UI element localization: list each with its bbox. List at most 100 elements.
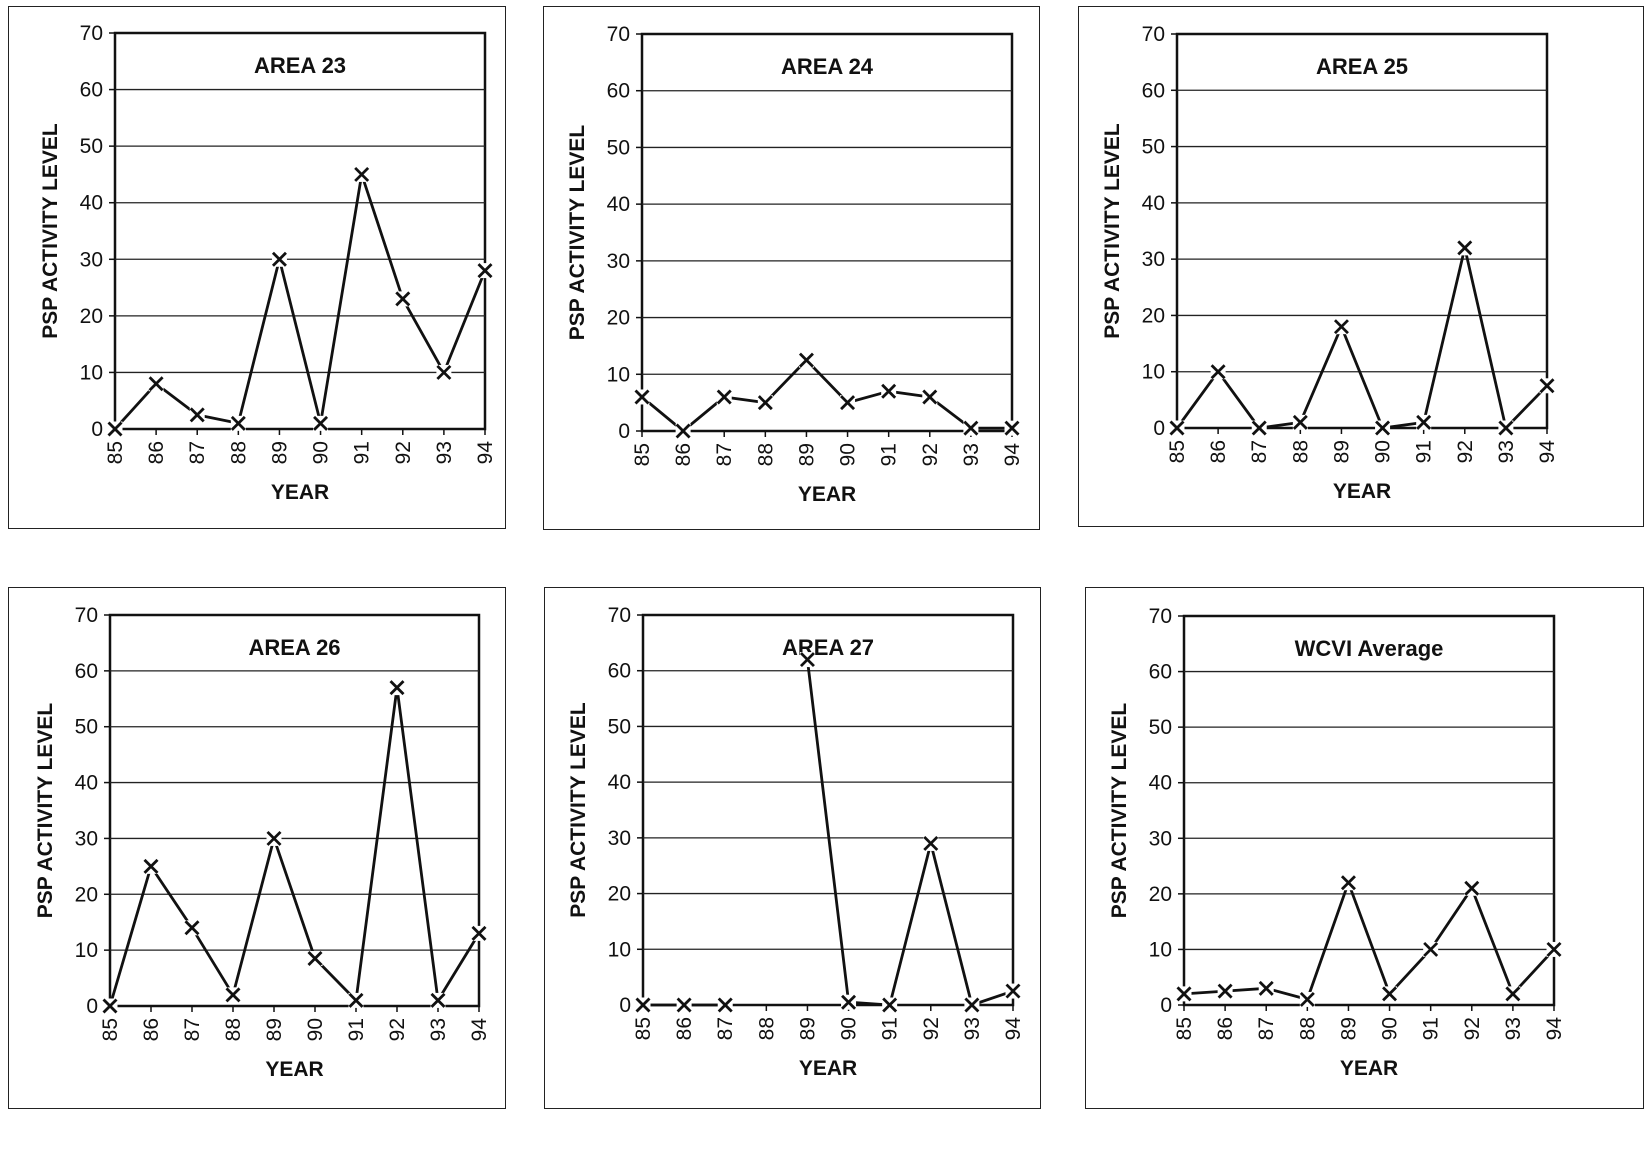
x-tick-label: 91 xyxy=(351,441,374,464)
x-tick-label: 94 xyxy=(474,441,497,465)
y-axis-title: PSP ACTIVITY LEVEL xyxy=(1101,123,1124,339)
x-tick-label: 91 xyxy=(1413,440,1436,463)
x-tick-label: 87 xyxy=(186,441,209,464)
chart-svg-2: 0 10 20 30 40 50 60 70 85 86 87 88 89 90 91 92 93 94 YEAR P… xyxy=(566,23,1024,506)
data-point-x-marker xyxy=(840,395,856,411)
data-point-x-marker xyxy=(189,407,205,423)
y-tick-label: 50 xyxy=(608,715,631,738)
plot-frame xyxy=(1175,32,1549,430)
x-tick-label: 87 xyxy=(714,1017,737,1040)
y-axis-title: PSP ACTIVITY LEVEL xyxy=(566,125,589,341)
y-tick-label: 0 xyxy=(618,420,630,443)
data-point-x-marker xyxy=(635,997,651,1013)
x-tick-label: 94 xyxy=(1543,1017,1566,1041)
data-point-x-marker xyxy=(1340,875,1356,891)
x-tick-label: 85 xyxy=(1166,440,1189,463)
x-tick-label: 92 xyxy=(920,1017,943,1040)
chart-panel-3: 0 10 20 30 40 50 60 70 85 86 87 88 89 90 91 92 93 94 YEAR P… xyxy=(1078,6,1644,527)
y-tick-label: 30 xyxy=(607,250,630,273)
series-line xyxy=(1183,881,1556,1001)
x-tick-label: 86 xyxy=(145,441,168,464)
x-tick-label: 87 xyxy=(713,443,736,466)
x-tick-label: 89 xyxy=(1337,1017,1360,1040)
chart-svg-5: 0 10 20 30 40 50 60 70 85 86 87 88 89 90 91 92 93 94 YEAR P… xyxy=(567,604,1025,1080)
chart-panel-1: 0 10 20 30 40 50 60 70 85 86 87 88 89 90 91 92 93 94 YEAR P… xyxy=(8,6,506,529)
data-point-x-marker xyxy=(841,994,857,1010)
x-tick-label: 94 xyxy=(468,1018,491,1042)
x-tick-label: 85 xyxy=(1173,1017,1196,1040)
data-point-x-marker xyxy=(1005,983,1021,999)
x-tick-label: 88 xyxy=(222,1018,245,1041)
x-tick-label: 86 xyxy=(1214,1017,1237,1040)
x-tick-label: 86 xyxy=(1207,440,1230,463)
y-tick-label: 10 xyxy=(80,361,103,384)
x-tick-label: 87 xyxy=(181,1018,204,1041)
y-tick-label: 20 xyxy=(80,305,103,328)
data-point-x-marker xyxy=(1299,991,1315,1007)
data-point-x-marker xyxy=(1176,986,1192,1002)
y-tick-label: 50 xyxy=(1149,716,1172,739)
y-tick-label: 60 xyxy=(1149,661,1172,684)
y-tick-label: 0 xyxy=(86,995,98,1018)
y-tick-label: 30 xyxy=(1142,248,1165,271)
series-line xyxy=(113,172,487,430)
y-tick-label: 0 xyxy=(619,994,631,1017)
x-tick-label: 85 xyxy=(99,1018,122,1041)
data-point-x-marker xyxy=(102,998,118,1014)
data-point-x-marker xyxy=(430,992,446,1008)
data-point-x-marker xyxy=(1539,378,1555,394)
chart-panel-5: 0 10 20 30 40 50 60 70 85 86 87 88 89 90 91 92 93 94 YEAR P… xyxy=(544,587,1041,1109)
x-tick-label: 89 xyxy=(263,1018,286,1041)
data-point-x-marker xyxy=(634,389,650,405)
data-point-x-marker xyxy=(1169,420,1185,436)
x-tick-label: 88 xyxy=(754,443,777,466)
y-tick-label: 60 xyxy=(608,660,631,683)
y-tick-label: 20 xyxy=(608,883,631,906)
data-point-x-marker xyxy=(716,389,732,405)
y-tick-label: 40 xyxy=(608,771,631,794)
y-tick-label: 30 xyxy=(1149,827,1172,850)
x-tick-label: 85 xyxy=(104,441,127,464)
y-tick-label: 30 xyxy=(608,827,631,850)
y-tick-label: 60 xyxy=(1142,79,1165,102)
series-line xyxy=(806,659,1014,1007)
data-point-x-marker xyxy=(225,987,241,1003)
x-tick-label: 85 xyxy=(631,443,654,466)
x-tick-label: 93 xyxy=(961,1017,984,1040)
chart-svg-4: 0 10 20 30 40 50 60 70 85 86 87 88 89 90 91 92 93 94 YEAR P… xyxy=(34,604,491,1081)
x-tick-label: 93 xyxy=(1495,440,1518,463)
x-axis-title: YEAR xyxy=(265,1058,323,1081)
x-tick-label: 86 xyxy=(140,1018,163,1041)
y-axis-title: PSP ACTIVITY LEVEL xyxy=(39,123,62,339)
chart-title: AREA 27 xyxy=(782,635,874,660)
y-tick-label: 50 xyxy=(1142,136,1165,159)
x-axis-title: YEAR xyxy=(1340,1057,1398,1080)
plot-frame xyxy=(1182,614,1556,1007)
data-point-x-marker xyxy=(1251,420,1267,436)
y-tick-label: 30 xyxy=(75,827,98,850)
x-tick-label: 91 xyxy=(878,443,901,466)
chart-title: AREA 25 xyxy=(1316,54,1408,79)
y-tick-label: 70 xyxy=(1142,23,1165,46)
y-tick-label: 10 xyxy=(1149,938,1172,961)
data-point-x-marker xyxy=(143,858,159,874)
chart-svg-3: 0 10 20 30 40 50 60 70 85 86 87 88 89 90 91 92 93 94 YEAR P… xyxy=(1101,23,1559,503)
y-tick-label: 40 xyxy=(1149,772,1172,795)
data-point-x-marker xyxy=(266,830,282,846)
chart-title: AREA 23 xyxy=(254,53,346,78)
x-tick-label: 93 xyxy=(1502,1017,1525,1040)
data-point-x-marker xyxy=(799,652,815,668)
x-tick-label: 90 xyxy=(838,1017,861,1040)
data-point-x-marker xyxy=(675,423,691,439)
plot-frame xyxy=(108,613,481,1008)
data-point-x-marker xyxy=(271,251,287,267)
data-point-x-marker xyxy=(471,925,487,941)
data-point-x-marker xyxy=(230,415,246,431)
x-tick-label: 93 xyxy=(427,1018,450,1041)
data-point-x-marker xyxy=(1423,941,1439,957)
data-point-x-marker xyxy=(1217,983,1233,999)
data-point-x-marker xyxy=(1292,414,1308,430)
data-point-x-marker xyxy=(1457,240,1473,256)
data-point-x-marker xyxy=(964,997,980,1013)
data-point-x-marker xyxy=(798,352,814,368)
